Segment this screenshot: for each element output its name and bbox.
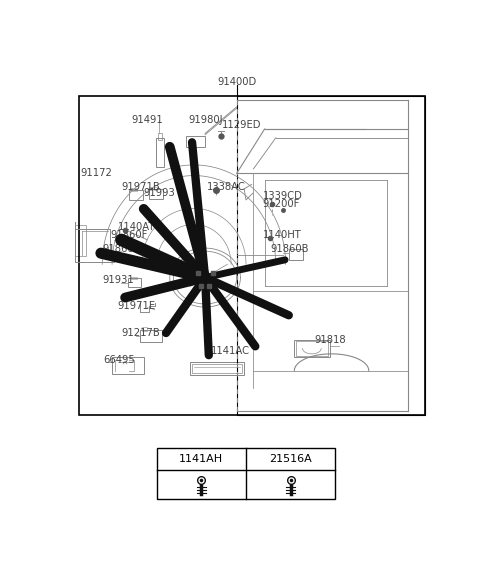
Text: 91200F: 91200F — [263, 199, 300, 210]
Text: 91172: 91172 — [81, 168, 112, 179]
Bar — [131, 276, 137, 279]
Text: 1141AH: 1141AH — [180, 454, 223, 464]
Bar — [190, 362, 244, 375]
Bar — [129, 190, 143, 199]
Bar — [156, 138, 164, 166]
Text: 66495: 66495 — [103, 355, 134, 365]
Text: 1141AC: 1141AC — [211, 346, 250, 356]
Bar — [296, 342, 328, 355]
Bar — [148, 189, 163, 199]
Bar — [158, 134, 162, 140]
Text: 91860B: 91860B — [270, 244, 309, 254]
Text: 91860F: 91860F — [110, 230, 147, 240]
Text: 91400D: 91400D — [217, 77, 256, 86]
Bar — [294, 340, 330, 357]
Bar — [112, 357, 144, 374]
Bar — [154, 187, 156, 190]
Bar — [130, 188, 133, 191]
Text: 91980J: 91980J — [188, 115, 223, 125]
Bar — [134, 188, 137, 191]
Text: 1140HT: 1140HT — [263, 230, 301, 240]
Text: 21516A: 21516A — [269, 454, 312, 464]
Text: 91818: 91818 — [315, 335, 347, 344]
Text: 1339CD: 1339CD — [263, 191, 302, 200]
Bar — [75, 225, 86, 256]
Bar — [142, 327, 147, 331]
Bar — [128, 278, 141, 287]
Bar — [237, 96, 425, 415]
Text: 1140AT: 1140AT — [118, 222, 155, 232]
Text: 91971E: 91971E — [118, 301, 156, 312]
Text: 1129ED: 1129ED — [222, 120, 261, 130]
Bar — [79, 96, 425, 415]
Bar — [156, 448, 335, 499]
Text: 91491: 91491 — [132, 115, 163, 125]
Bar — [192, 364, 242, 373]
Text: 91931: 91931 — [103, 275, 134, 285]
Text: 91860A: 91860A — [103, 244, 141, 254]
Text: 91993: 91993 — [144, 188, 176, 198]
Bar — [140, 330, 162, 342]
Bar — [289, 249, 303, 260]
Text: 91971B: 91971B — [121, 181, 160, 192]
Bar — [149, 187, 152, 190]
Text: 1338AC: 1338AC — [207, 181, 246, 192]
Bar — [186, 136, 205, 147]
Text: 91217B: 91217B — [121, 328, 160, 338]
